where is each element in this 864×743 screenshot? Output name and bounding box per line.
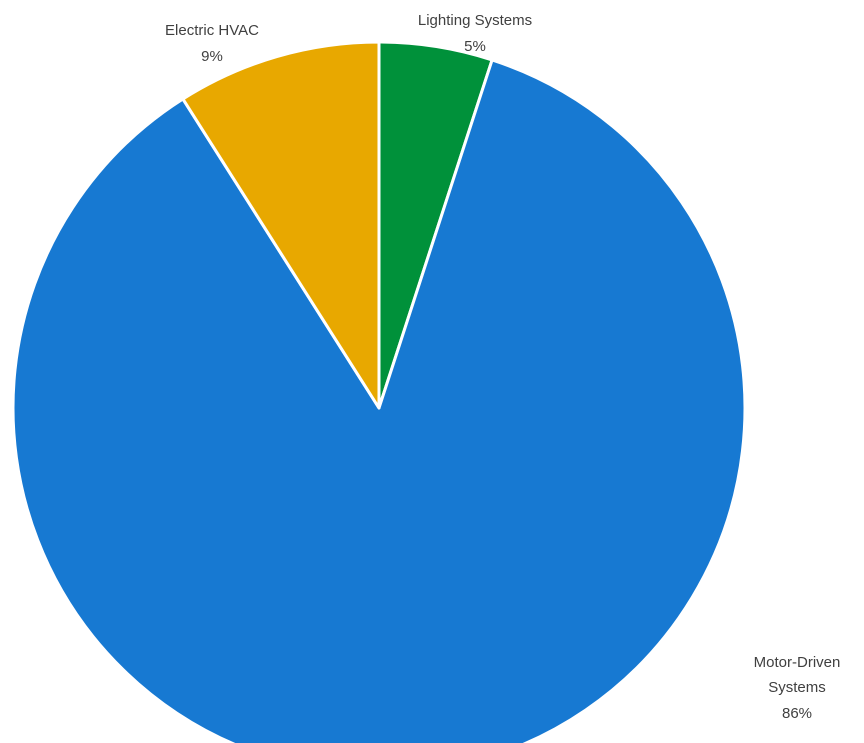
- pie-labels: Lighting Systems 5% Electric HVAC 9% Mot…: [165, 12, 840, 722]
- pie-slices: [11, 40, 747, 743]
- label-motor-name-line2: Systems: [768, 679, 826, 696]
- pie-slice-motor-driven-systems: [11, 58, 747, 743]
- label-hvac-value: 9%: [201, 48, 223, 65]
- label-lighting-value: 5%: [464, 38, 486, 55]
- label-motor-value: 86%: [782, 705, 812, 722]
- label-motor-name-line1: Motor-Driven: [754, 654, 841, 671]
- pie-slice-electric-hvac: [181, 40, 381, 410]
- label-hvac-name: Electric HVAC: [165, 22, 259, 39]
- label-lighting-name: Lighting Systems: [418, 12, 532, 29]
